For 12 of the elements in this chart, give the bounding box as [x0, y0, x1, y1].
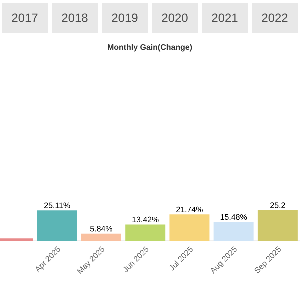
bar — [37, 210, 78, 242]
text: 2020 — [162, 14, 188, 22]
bar — [81, 234, 122, 242]
text: 2021 — [212, 14, 238, 22]
text: 2022 — [262, 14, 288, 22]
bar — [258, 210, 298, 242]
bar — [170, 214, 210, 242]
text: 2019 — [112, 14, 138, 22]
bar — [126, 224, 166, 242]
bar — [214, 222, 254, 242]
text: 2018 — [62, 14, 88, 22]
text: 2017 — [12, 14, 38, 22]
